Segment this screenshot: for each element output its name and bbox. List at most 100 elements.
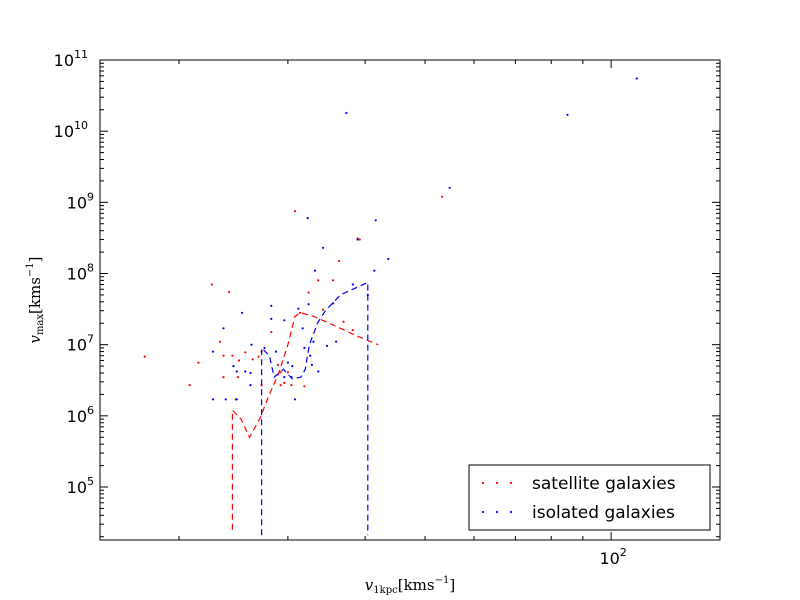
legend-dot [495,510,499,514]
data-point-satellite [231,354,234,357]
data-point-isolated [345,111,348,115]
data-point-satellite [188,384,191,387]
legend-dot [509,510,513,514]
x-axis-label: v1kpc[kms−1] [365,575,455,596]
data-point-isolated [211,350,215,353]
data-point-satellite [332,279,335,282]
data-point-satellite [270,331,273,334]
data-point-isolated [244,370,247,373]
data-point-satellite [322,308,325,311]
data-point-isolated [635,77,638,80]
data-point-isolated [232,365,235,368]
legend-label-satellite: satellite galaxies [532,474,676,494]
legend-label-isolated: isolated galaxies [532,503,675,523]
data-point-isolated [351,283,354,286]
data-point-isolated [270,317,273,320]
data-point-isolated [235,398,238,401]
data-point-isolated [301,327,304,330]
y-tick-label: 1011 [54,48,88,70]
data-point-isolated [211,398,215,401]
data-point-satellite [342,320,345,323]
data-point-isolated [387,257,390,261]
data-point-satellite [251,358,254,361]
y-tick-label: 105 [67,475,94,497]
data-point-isolated [322,246,325,249]
data-point-isolated [293,398,297,401]
y-tick-label: 107 [67,333,94,355]
data-point-satellite [236,376,239,379]
y-tick-label: 106 [67,404,94,426]
data-point-isolated [310,363,313,366]
data-point-isolated [250,343,253,346]
y-tick-label: 1010 [54,119,88,141]
data-point-satellite [338,259,341,263]
plot-frame [99,59,721,541]
data-point-satellite [237,359,240,362]
legend-entry-isolated: isolated galaxies [481,503,675,523]
data-point-satellite [218,340,222,343]
data-point-isolated [366,293,369,296]
data-point-satellite [358,238,361,241]
data-point-isolated [309,354,312,357]
data-point-isolated [374,219,377,222]
legend-entry-satellite: satellite galaxies [481,474,676,494]
data-point-satellite [197,361,200,364]
data-point-isolated [307,303,310,306]
data-point-isolated [224,398,227,401]
data-point-satellite [307,291,310,294]
data-point-satellite [276,363,279,366]
data-point-satellite [257,355,260,358]
legend-dot [481,481,485,485]
legend-dot [481,510,485,514]
data-point-isolated [373,269,376,272]
data-point-isolated [325,344,329,347]
data-point-isolated [317,370,320,373]
data-point-isolated [241,311,244,314]
data-point-isolated [306,217,309,220]
data-point-isolated [566,113,569,116]
plot-content [143,77,638,536]
data-point-satellite [228,290,231,294]
plot-background [100,60,720,540]
legend-dot [509,481,513,485]
legend-dot [495,481,499,485]
data-point-satellite [222,354,225,357]
data-point-satellite [293,210,297,213]
data-point-satellite [303,385,306,388]
data-point-isolated [297,307,300,310]
data-point-isolated [291,365,294,368]
data-point-satellite [143,355,146,358]
data-point-satellite [299,311,302,314]
data-point-isolated [270,304,273,307]
legend-marker-satellite [481,481,513,485]
data-point-isolated [263,346,266,349]
y-axis-label: vmax[kms−1] [25,256,46,343]
data-point-satellite [210,283,213,286]
data-point-satellite [351,329,354,332]
data-point-isolated [249,371,252,375]
data-point-isolated [335,340,338,343]
y-tick-label: 108 [67,262,94,284]
data-point-isolated [274,350,278,353]
trend-line-isolated [261,281,369,536]
data-point-satellite [244,351,247,354]
y-tick-label: 109 [67,190,94,212]
data-point-satellite [279,384,282,387]
data-point-isolated [286,361,289,364]
legend: satellite galaxies isolated galaxies [468,464,711,531]
data-point-isolated [249,384,252,387]
data-point-isolated [448,186,451,189]
data-point-isolated [222,327,225,330]
data-point-isolated [314,269,317,272]
data-point-satellite [279,371,282,374]
legend-box [468,464,711,531]
data-point-satellite [317,279,320,282]
data-point-satellite [286,371,289,374]
data-point-isolated [332,302,335,305]
axis-ticks: 105 106 107 108 109 1010 1011 102 [54,48,720,568]
data-point-isolated [290,376,293,379]
data-point-satellite [222,376,225,379]
data-point-isolated [312,340,315,343]
data-point-isolated [356,238,359,241]
